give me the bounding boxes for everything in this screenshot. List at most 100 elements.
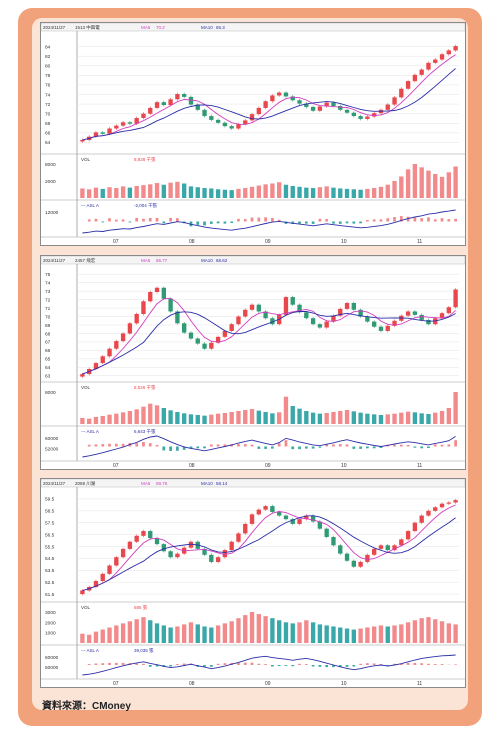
volume-bar	[331, 187, 336, 198]
candle-body	[338, 308, 343, 316]
candle-body	[331, 315, 336, 322]
candle-body	[229, 324, 234, 331]
candle-body	[385, 325, 390, 331]
candle-body	[378, 545, 384, 549]
indicator-bar	[366, 220, 369, 222]
candle-body	[283, 297, 289, 315]
indicator-bar	[250, 217, 254, 222]
candle-body	[120, 122, 126, 126]
volume-value: 685 張	[134, 605, 148, 611]
volume-bar	[392, 181, 397, 198]
indicator-tick-label: 60000	[45, 436, 59, 442]
indicator-bar	[277, 665, 281, 666]
volume-bar	[148, 620, 153, 643]
candle-body	[405, 311, 411, 316]
volume-bar	[100, 188, 105, 198]
candle-body	[175, 94, 180, 100]
indicator-bar	[216, 444, 220, 447]
volume-bar	[154, 405, 160, 424]
volume-bar	[439, 621, 445, 643]
volume-bar	[215, 189, 221, 198]
volume-bar	[107, 627, 112, 643]
indicator-bar	[135, 663, 139, 665]
volume-bar	[209, 627, 214, 643]
candle-body	[399, 88, 404, 98]
candle-body	[412, 74, 418, 82]
indicator-bar	[216, 221, 220, 224]
indicator-bar	[393, 444, 396, 447]
volume-bar	[392, 625, 397, 643]
indicator-bar	[257, 663, 261, 665]
price-tick-label: 68	[45, 331, 51, 337]
indicator-bar	[94, 218, 98, 222]
volume-bar	[202, 626, 207, 643]
price-tick-label: 70	[45, 111, 51, 117]
volume-bar	[297, 408, 302, 424]
moving-average-ma_long	[82, 310, 456, 375]
indicator-bar	[454, 664, 457, 665]
volume-bar	[317, 624, 323, 643]
volume-bar	[127, 621, 133, 643]
indicator-bar	[338, 444, 342, 447]
candle-body	[161, 544, 166, 552]
indicator-bar	[298, 663, 301, 665]
candle-body	[446, 50, 451, 55]
indicator-bar	[304, 446, 308, 449]
volume-bar	[433, 173, 438, 198]
price-tick-label: 58.5	[45, 509, 55, 515]
volume-bar	[120, 412, 126, 424]
volume-bar	[87, 189, 92, 198]
indicator-tick-label: 12000	[45, 210, 59, 216]
candle-body	[114, 557, 119, 566]
volume-bar	[114, 188, 119, 198]
volume-label: VOL	[81, 157, 91, 162]
indicator-bar	[379, 664, 383, 665]
indicator-bar	[284, 440, 288, 447]
indicator-bar	[114, 443, 118, 447]
volume-bar	[222, 623, 228, 643]
indicator-bar	[284, 665, 288, 666]
volume-bar	[453, 392, 458, 424]
indicator-bar	[338, 221, 342, 224]
indicator-bar	[176, 664, 179, 665]
candle-body	[372, 548, 377, 555]
indicator-bar	[257, 446, 261, 449]
volume-bar	[256, 614, 261, 643]
candle-body	[114, 125, 119, 129]
indicator-bar	[372, 446, 376, 449]
price-tick-label: 68	[45, 121, 51, 127]
indicator-bar	[311, 221, 315, 224]
volume-tick-label: 8000	[45, 390, 56, 396]
candle-body	[426, 319, 431, 325]
volume-bar	[148, 184, 153, 198]
volume-bar	[243, 615, 248, 643]
volume-bar	[446, 408, 451, 424]
indicator-bar	[345, 444, 349, 447]
volume-bar	[277, 182, 282, 198]
indicator-bar	[155, 665, 159, 667]
candle-body	[297, 304, 302, 313]
volume-bar	[439, 176, 445, 198]
legend-ma-long-value: 58.14	[216, 481, 228, 486]
price-tick-label: 66	[45, 131, 51, 137]
volume-bar	[385, 626, 390, 643]
candle-body	[439, 503, 445, 508]
indicator-bar	[311, 446, 315, 449]
indicator-bar	[393, 217, 396, 222]
volume-bar	[412, 412, 418, 424]
volume-bar	[182, 413, 187, 424]
price-tick-label: 74	[45, 92, 51, 98]
volume-bar	[80, 633, 85, 643]
indicator-bar	[257, 217, 261, 222]
price-tick-label: 69	[45, 323, 51, 329]
indicator-bar	[135, 443, 139, 447]
volume-bar	[399, 624, 404, 643]
legend-ma-long: MA10	[201, 481, 213, 486]
volume-bar	[270, 413, 275, 424]
indicator-bar	[433, 664, 437, 665]
indicator-bar	[243, 219, 247, 222]
indicator-bar	[271, 217, 274, 222]
candle-body	[297, 100, 302, 104]
candle-body	[412, 522, 418, 532]
indicator-bar	[359, 663, 362, 665]
